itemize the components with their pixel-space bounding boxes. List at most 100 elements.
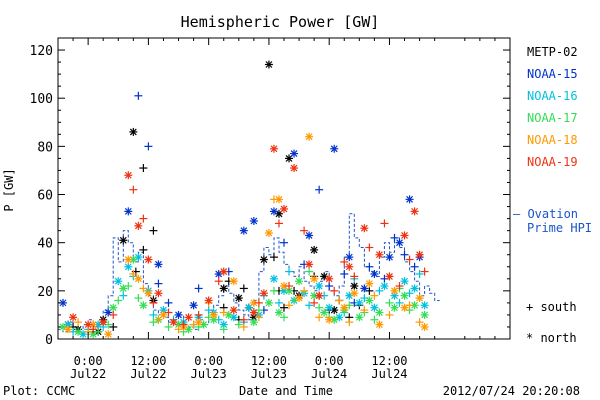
north-point-marker [209, 310, 218, 319]
south-point-marker [119, 291, 128, 300]
y-axis-label: P [GW] [2, 168, 16, 211]
south-point-marker [164, 308, 173, 317]
south-point-marker [315, 313, 324, 322]
north-point-marker [259, 255, 268, 264]
north-point-marker [345, 262, 354, 271]
y-tick-label: 120 [30, 44, 53, 59]
north-point-marker [410, 284, 419, 293]
north-point-marker [290, 164, 299, 173]
north-point-marker [239, 226, 248, 235]
north-point-marker [124, 171, 133, 180]
south-point-marker [365, 262, 374, 271]
north-point-marker [355, 313, 364, 322]
y-tick-label: 60 [37, 189, 53, 204]
north-point-marker [315, 291, 324, 300]
north-point-marker [400, 303, 409, 312]
south-point-marker [310, 298, 319, 307]
x-tick-time-label: 0:00 [315, 354, 344, 368]
north-point-marker [305, 260, 314, 269]
south-point-marker [219, 325, 228, 334]
north-point-marker [144, 289, 153, 298]
south-point-marker [89, 325, 98, 334]
ovation-prime-hpi-line [58, 213, 440, 333]
north-point-marker [109, 303, 118, 312]
north-point-marker [310, 274, 319, 283]
south-point-marker [340, 269, 349, 278]
series-noaa-19 [69, 144, 429, 334]
north-point-marker [375, 250, 384, 259]
ovation-legend-line1: — Ovation [513, 207, 578, 221]
south-point-marker [134, 294, 143, 303]
north-point-marker [375, 308, 384, 317]
north-point-marker [229, 306, 238, 315]
south-point-marker [410, 262, 419, 271]
south-point-marker [179, 320, 188, 329]
north-point-marker [315, 282, 324, 291]
south-point-marker [254, 313, 263, 322]
north-point-marker [234, 294, 243, 303]
north-point-marker [380, 282, 389, 291]
north-point-marker [264, 60, 273, 69]
north-point-marker [350, 282, 359, 291]
north-point-marker [385, 272, 394, 281]
north-point-marker [99, 318, 108, 327]
north-point-marker [375, 320, 384, 329]
south-point-marker [129, 185, 138, 194]
south-point-marker [280, 313, 288, 322]
north-point-marker [249, 308, 258, 317]
y-tick-label: 0 [45, 333, 53, 348]
south-point-marker [269, 286, 278, 295]
plot-area [58, 60, 440, 339]
north-point-marker [124, 207, 133, 216]
south-point-marker [385, 298, 394, 307]
x-tick-time-label: 12:00 [251, 354, 287, 368]
north-point-marker [390, 303, 399, 312]
south-marker-legend: + south [526, 300, 577, 314]
x-tick-time-label: 0:00 [194, 354, 223, 368]
north-point-marker [290, 149, 299, 158]
south-point-marker [149, 310, 158, 319]
north-point-marker [410, 207, 419, 216]
south-point-marker [350, 272, 359, 281]
south-point-marker [420, 267, 429, 276]
south-point-marker [415, 318, 424, 327]
y-tick-label: 40 [37, 237, 53, 252]
south-point-marker [330, 286, 339, 295]
north-point-marker [345, 253, 354, 262]
south-point-marker [400, 250, 409, 259]
north-point-marker [74, 327, 83, 336]
south-point-marker [305, 267, 314, 276]
south-point-marker [239, 315, 248, 324]
north-point-marker [119, 236, 128, 245]
north-point-marker [355, 298, 364, 307]
footer-timestamp: 2012/07/24 20:20:08 [443, 384, 580, 398]
south-point-marker [340, 257, 349, 266]
south-point-marker [335, 296, 344, 305]
north-point-marker [325, 315, 334, 324]
south-point-marker [134, 91, 143, 100]
x-tick-date-label: Jul22 [70, 367, 106, 381]
north-point-marker [269, 274, 278, 283]
y-tick-label: 20 [37, 285, 53, 300]
south-point-marker [234, 320, 243, 329]
south-point-marker [254, 298, 263, 307]
north-point-marker [305, 231, 314, 240]
north-point-marker [184, 313, 193, 322]
south-point-marker [300, 286, 309, 295]
axes: 0204060801001200:00Jul2212:00Jul220:00Ju… [30, 38, 510, 381]
south-point-marker [365, 243, 374, 252]
north-point-marker [420, 310, 429, 319]
south-point-marker [375, 286, 384, 295]
south-point-marker [139, 214, 148, 223]
north-point-marker [229, 277, 238, 286]
north-point-marker [350, 289, 359, 298]
legend-noaa-17: NOAA-17 [527, 111, 578, 125]
south-point-marker [285, 282, 294, 291]
south-point-marker [144, 142, 153, 151]
south-point-marker [370, 315, 379, 324]
south-point-marker [109, 310, 118, 319]
north-point-marker [264, 298, 273, 307]
south-point-marker [274, 298, 283, 307]
south-point-marker [380, 219, 389, 228]
